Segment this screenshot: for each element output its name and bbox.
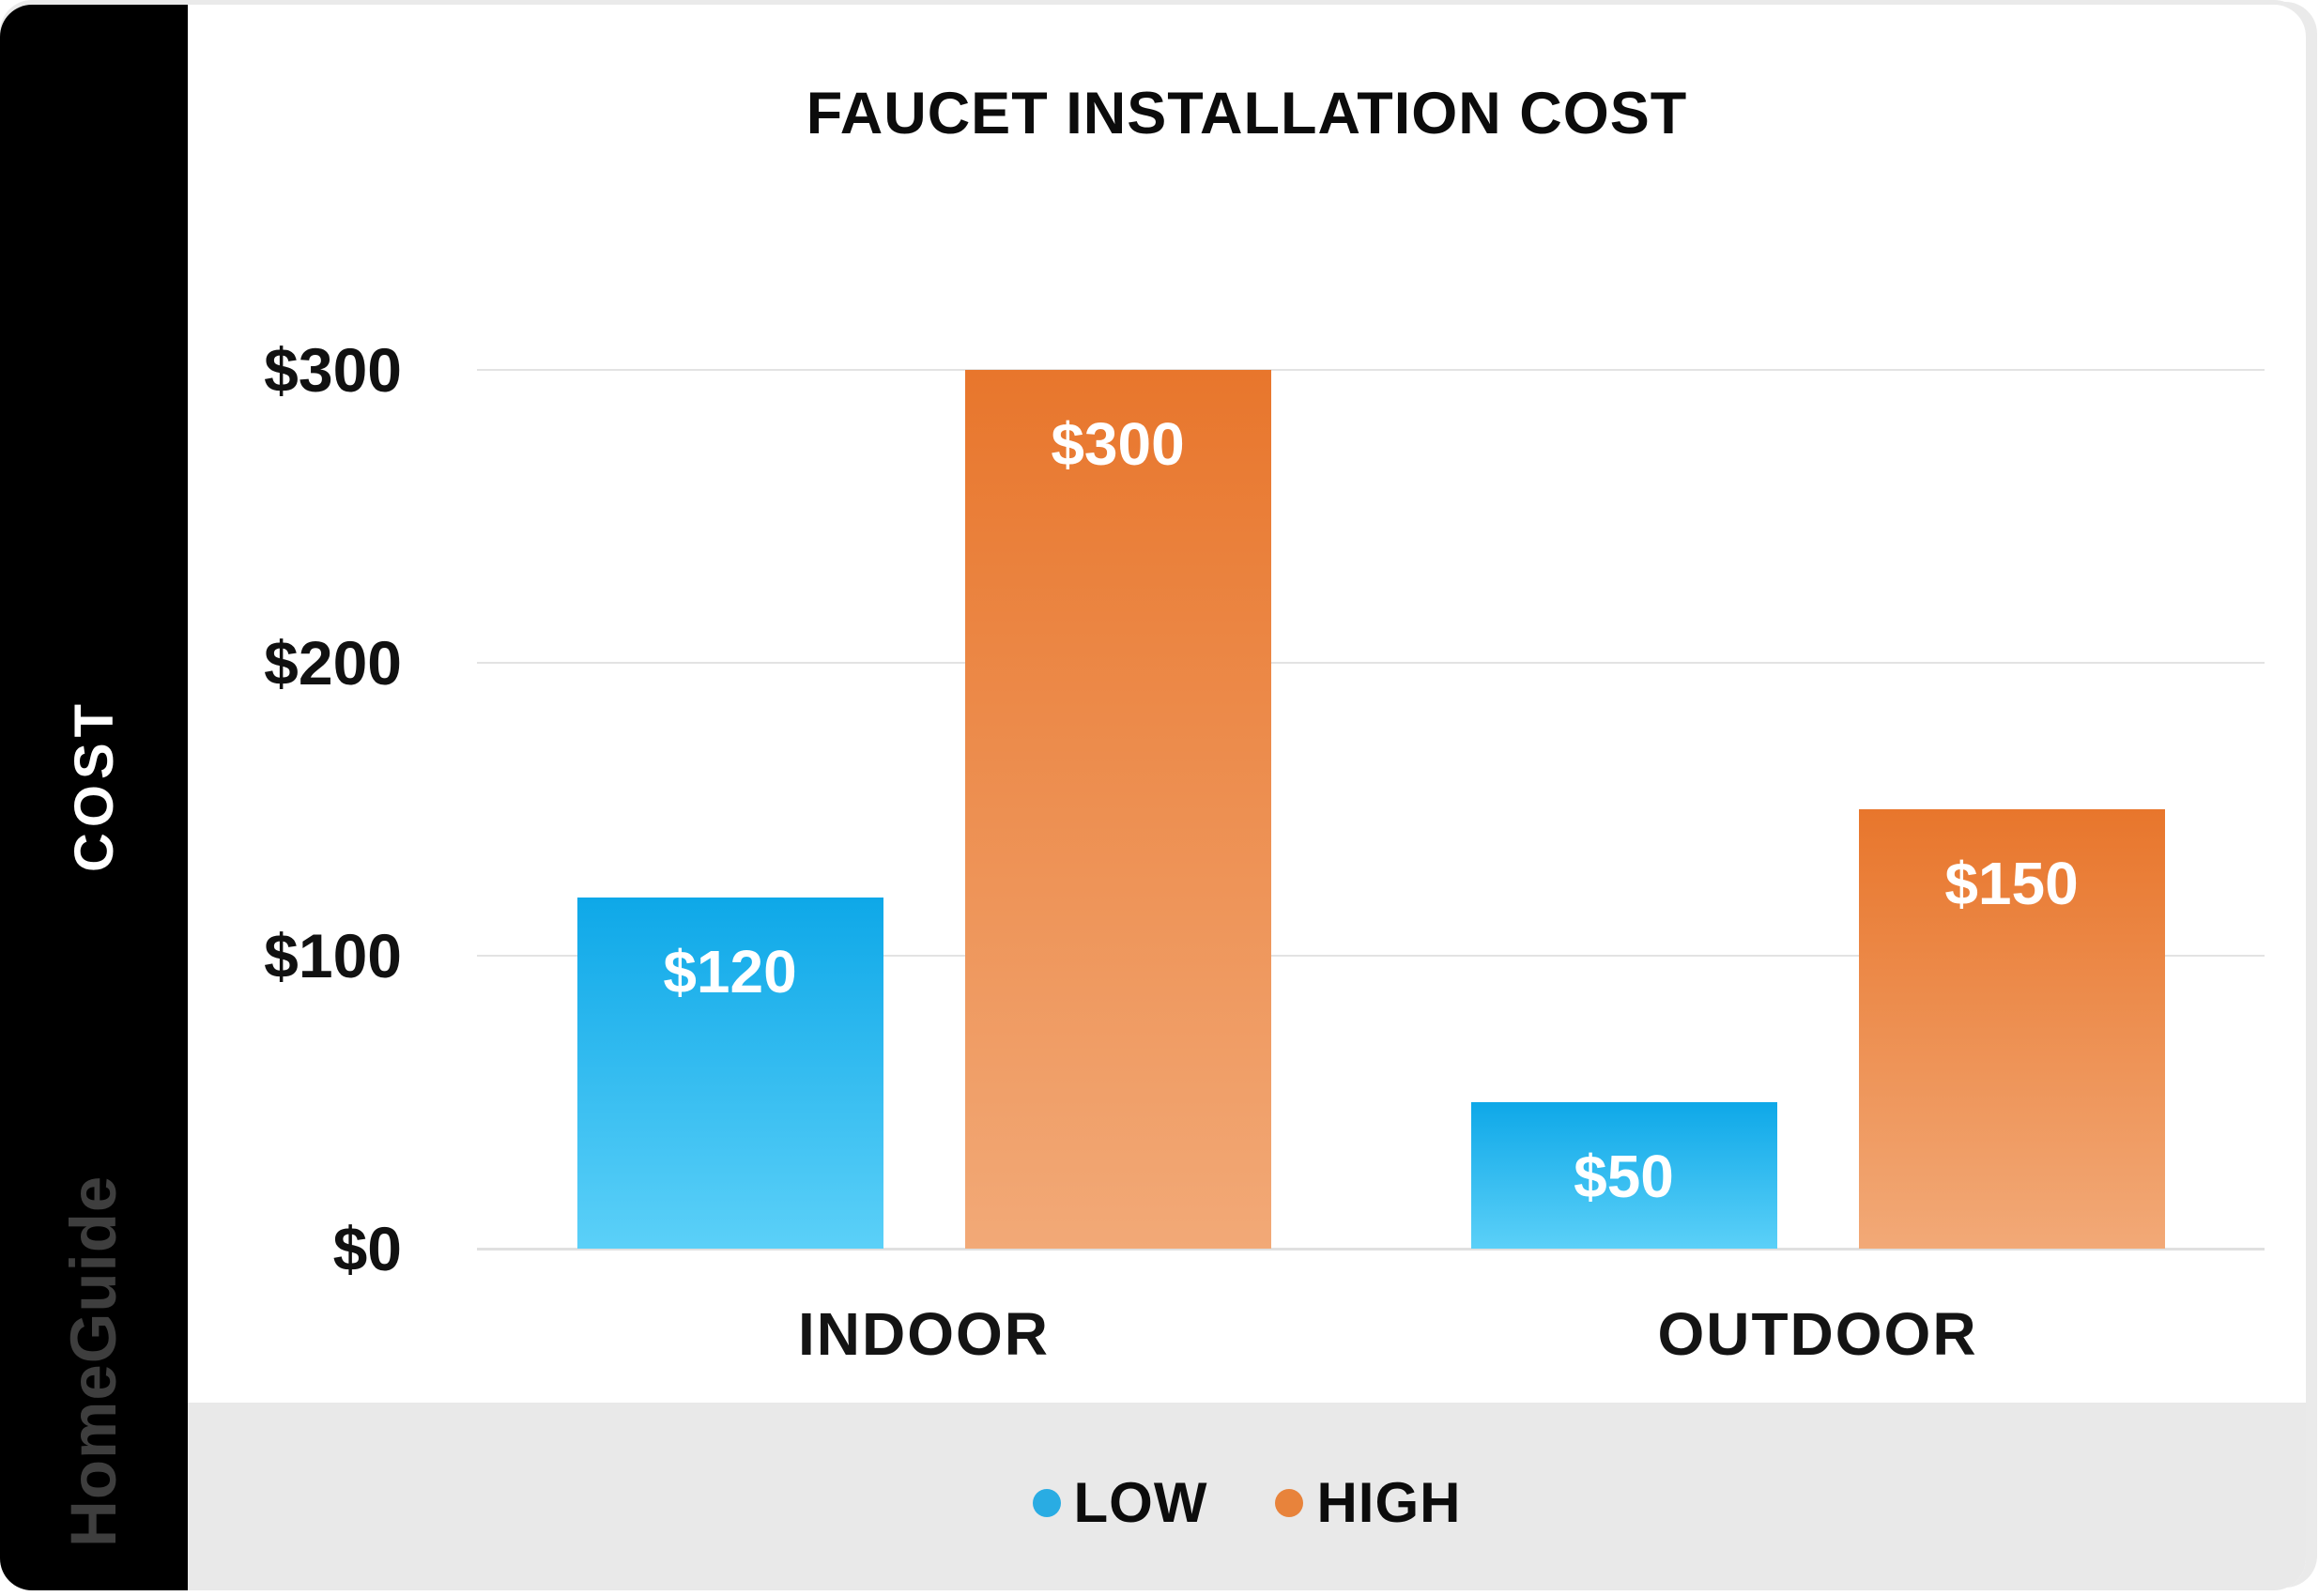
chart-card: COST HomeGuide FAUCET INSTALLATION COST … — [0, 5, 2306, 1590]
gridline-300 — [477, 369, 2265, 371]
legend-label: HIGH — [1316, 1471, 1462, 1534]
bar-value-label: $300 — [1051, 410, 1185, 478]
x-axis-line — [477, 1248, 2265, 1251]
legend-label: LOW — [1073, 1471, 1208, 1534]
bar-value-label: $150 — [1944, 850, 2079, 917]
bar-outdoor-low: $50 — [1470, 1102, 1777, 1249]
bar-indoor-high: $300 — [964, 370, 1271, 1249]
plot-area: $0 $100 $200 $300 $120 $50 $300 $150 INDOOR OUTDO… — [0, 5, 2306, 1590]
gridline-100 — [477, 955, 2265, 957]
bar-value-label: $50 — [1574, 1143, 1674, 1210]
legend: LOW HIGH — [1032, 1471, 1462, 1534]
bar-value-label: $120 — [663, 937, 797, 1005]
y-tick-label-100: $100 — [264, 921, 402, 990]
category-label-indoor: INDOOR — [798, 1300, 1050, 1368]
chart-title: FAUCET INSTALLATION COST — [806, 81, 1688, 146]
legend-dot-high — [1275, 1489, 1304, 1517]
bar-outdoor-high: $150 — [1858, 809, 2165, 1249]
y-tick-label-0: $0 — [332, 1214, 402, 1283]
gridline-200 — [477, 662, 2265, 664]
legend-item-low: LOW — [1032, 1471, 1208, 1534]
y-tick-label-200: $200 — [264, 628, 402, 698]
legend-item-high: HIGH — [1275, 1474, 1461, 1532]
legend-area: LOW HIGH — [188, 1403, 2306, 1590]
sidebar: COST HomeGuide — [0, 5, 188, 1590]
y-tick-label-300: $300 — [264, 335, 402, 405]
category-label-outdoor: OUTDOOR — [1657, 1300, 1978, 1368]
bar-indoor-low: $120 — [576, 897, 883, 1249]
legend-dot-low — [1032, 1489, 1061, 1517]
